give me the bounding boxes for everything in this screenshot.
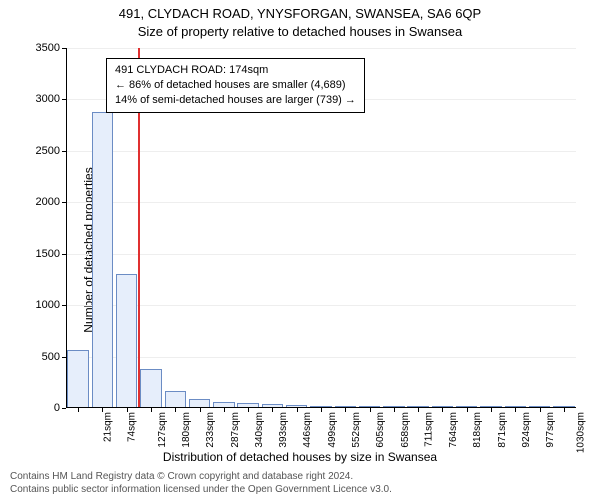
attribution-footer: Contains HM Land Registry data © Crown c… (10, 471, 590, 496)
x-tick-label: 605sqm (375, 412, 386, 448)
x-tick-label: 127sqm (157, 412, 168, 448)
x-tick-mark (345, 408, 346, 412)
info-box: 491 CLYDACH ROAD: 174sqm ← 86% of detach… (106, 58, 365, 113)
x-tick-mark (224, 408, 225, 412)
x-tick-label: 552sqm (351, 412, 362, 448)
x-tick-mark (151, 408, 152, 412)
x-tick-mark (200, 408, 201, 412)
x-tick-label: 977sqm (545, 412, 556, 448)
x-tick-mark (491, 408, 492, 412)
x-tick-label: 233sqm (205, 412, 216, 448)
x-tick-mark (102, 408, 103, 412)
y-tick-label: 3000 (36, 93, 66, 105)
grid-line (66, 48, 576, 49)
x-tick-mark (418, 408, 419, 412)
x-tick-label: 499sqm (327, 412, 338, 448)
histogram-bar (165, 391, 186, 408)
info-line-2: ← 86% of detached houses are smaller (4,… (115, 78, 356, 93)
x-tick-mark (564, 408, 565, 412)
x-tick-mark (394, 408, 395, 412)
histogram-bar (140, 369, 161, 408)
y-tick-label: 2000 (36, 196, 66, 208)
x-tick-label: 393sqm (278, 412, 289, 448)
x-tick-mark (467, 408, 468, 412)
y-tick-label: 1500 (36, 248, 66, 260)
x-tick-label: 871sqm (497, 412, 508, 448)
y-tick-label: 0 (54, 402, 66, 414)
x-tick-mark (442, 408, 443, 412)
x-tick-label: 658sqm (400, 412, 411, 448)
x-tick-mark (78, 408, 79, 412)
x-tick-label: 287sqm (230, 412, 241, 448)
grid-line (66, 357, 576, 358)
x-tick-label: 446sqm (303, 412, 314, 448)
x-tick-label: 924sqm (521, 412, 532, 448)
info-line-1: 491 CLYDACH ROAD: 174sqm (115, 63, 356, 78)
x-tick-label: 340sqm (254, 412, 265, 448)
grid-line (66, 254, 576, 255)
histogram-bar (67, 350, 88, 408)
footer-line-1: Contains HM Land Registry data © Crown c… (10, 471, 590, 484)
x-tick-label: 711sqm (423, 412, 434, 447)
x-tick-mark (321, 408, 322, 412)
x-tick-label: 21sqm (103, 412, 114, 442)
histogram-bar (92, 112, 113, 408)
info-line-3: 14% of semi-detached houses are larger (… (115, 93, 356, 108)
x-tick-mark (370, 408, 371, 412)
y-tick-label: 1000 (36, 299, 66, 311)
y-tick-label: 3500 (36, 42, 66, 54)
y-tick-label: 2500 (36, 145, 66, 157)
x-tick-mark (175, 408, 176, 412)
grid-line (66, 305, 576, 306)
x-tick-label: 74sqm (127, 412, 138, 442)
y-tick-label: 500 (42, 351, 66, 363)
x-axis-label: Distribution of detached houses by size … (0, 450, 600, 464)
chart-container: { "chart": { "type": "histogram", "title… (0, 0, 600, 500)
x-tick-mark (272, 408, 273, 412)
histogram-bar (116, 274, 137, 408)
footer-line-2: Contains public sector information licen… (10, 484, 590, 497)
grid-line (66, 202, 576, 203)
x-tick-mark (515, 408, 516, 412)
grid-line (66, 151, 576, 152)
x-tick-label: 764sqm (448, 412, 459, 448)
plot-area: 491 CLYDACH ROAD: 174sqm ← 86% of detach… (66, 48, 576, 408)
x-tick-mark (127, 408, 128, 412)
x-tick-mark (297, 408, 298, 412)
y-axis-line (66, 48, 67, 408)
x-tick-label: 818sqm (473, 412, 484, 448)
x-tick-mark (540, 408, 541, 412)
chart-title: 491, CLYDACH ROAD, YNYSFORGAN, SWANSEA, … (0, 6, 600, 21)
x-tick-label: 1030sqm (575, 412, 586, 453)
x-tick-label: 180sqm (181, 412, 192, 448)
chart-subtitle: Size of property relative to detached ho… (0, 24, 600, 39)
x-tick-mark (248, 408, 249, 412)
